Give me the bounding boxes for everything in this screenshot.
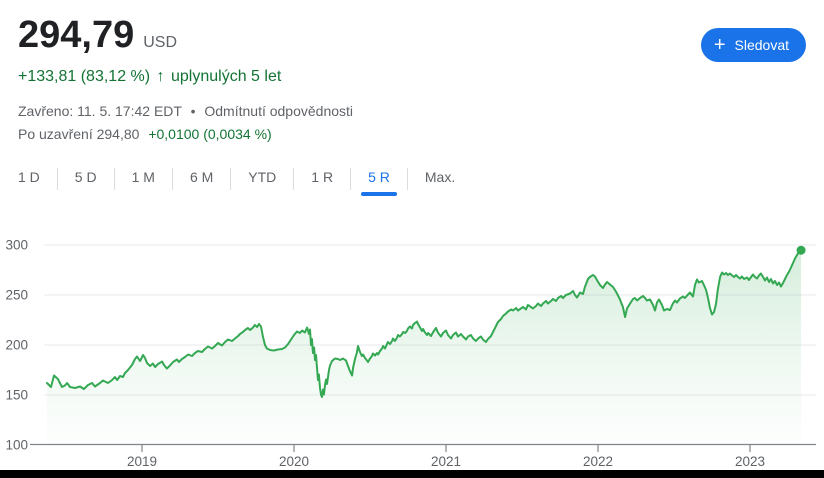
arrow-up-icon: ↑ bbox=[156, 68, 165, 85]
y-axis-label-200: 200 bbox=[5, 338, 28, 353]
plus-icon: + bbox=[713, 34, 726, 56]
separator-dot: • bbox=[190, 103, 196, 119]
tab-1m[interactable]: 1 M bbox=[131, 169, 155, 185]
market-status-text: Zavřeno: 11. 5. 17:42 EDT bbox=[18, 103, 182, 119]
change-value: +133,81 (83,12 %) bbox=[18, 68, 151, 85]
x-axis-label-2022: 2022 bbox=[583, 454, 613, 469]
tab-5r[interactable]: 5 R bbox=[351, 161, 407, 196]
tab-divider bbox=[293, 167, 295, 190]
y-axis-label-100: 100 bbox=[5, 438, 28, 453]
tab-6m[interactable]: 6 M bbox=[189, 169, 214, 185]
tab-5d[interactable]: 5 D bbox=[74, 169, 97, 185]
tab-divider bbox=[230, 167, 232, 190]
price-line bbox=[46, 249, 803, 398]
after-hours-line: Po uzavření 294,80 +0,0100 (0,0034 %) bbox=[18, 126, 272, 142]
tab-1r[interactable]: 1 R bbox=[311, 169, 334, 185]
change-period: uplynulých 5 let bbox=[171, 68, 282, 85]
tab-divider bbox=[171, 167, 173, 190]
bottom-bar bbox=[0, 470, 824, 478]
range-tabs: 1 D 5 D 1 M 6 M YTD 1 R 5 R Max. bbox=[1, 161, 472, 196]
y-axis-label-150: 150 bbox=[5, 388, 28, 403]
follow-button[interactable]: + Sledovat bbox=[700, 28, 806, 62]
tab-divider bbox=[56, 167, 58, 190]
current-price: 294,79 bbox=[18, 14, 135, 56]
after-hours-text: Po uzavření 294,80 bbox=[18, 126, 140, 142]
x-axis-label-2019: 2019 bbox=[127, 454, 157, 469]
price-change-line: +133,81 (83,12 %) ↑ uplynulých 5 let bbox=[18, 68, 281, 86]
currency-label: USD bbox=[143, 34, 178, 51]
tab-divider bbox=[406, 167, 408, 190]
price-row: 294,79 USD bbox=[18, 14, 177, 56]
y-axis-label-250: 250 bbox=[5, 288, 28, 303]
tab-ytd[interactable]: YTD bbox=[248, 169, 277, 185]
current-price-marker bbox=[796, 245, 806, 255]
market-status-line: Zavřeno: 11. 5. 17:42 EDT • Odmítnutí od… bbox=[18, 103, 353, 119]
x-axis-label-2021: 2021 bbox=[431, 454, 461, 469]
price-area-fill bbox=[47, 250, 802, 445]
x-axis-label-2023: 2023 bbox=[735, 454, 765, 469]
x-axis-label-2020: 2020 bbox=[279, 454, 309, 469]
tab-divider bbox=[350, 167, 352, 190]
follow-button-label: Sledovat bbox=[734, 37, 789, 53]
tab-max[interactable]: Max. bbox=[424, 169, 456, 185]
tab-divider bbox=[113, 167, 115, 190]
after-hours-change: +0,0100 (0,0034 %) bbox=[148, 126, 272, 142]
disclaimer-link[interactable]: Odmítnutí odpovědnosti bbox=[204, 103, 354, 119]
y-axis-label-300: 300 bbox=[5, 238, 28, 253]
tab-1d[interactable]: 1 D bbox=[18, 169, 40, 185]
